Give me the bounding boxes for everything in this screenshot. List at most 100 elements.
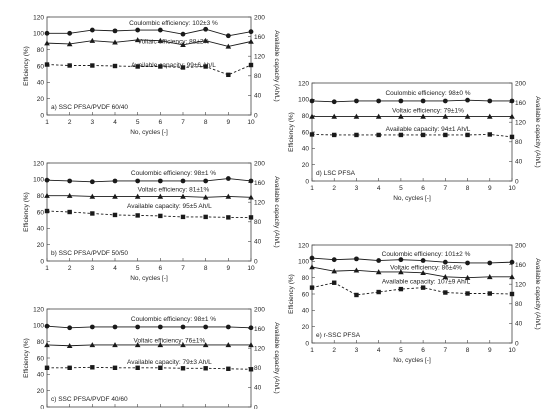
data-point-square: [180, 65, 186, 70]
data-point-square: [376, 289, 381, 295]
data-point-triangle: [509, 113, 515, 119]
panel-label: d) LSC PFSA: [316, 170, 356, 177]
data-point-circle: [442, 98, 448, 104]
x-tick-label: 8: [466, 185, 470, 192]
data-point-triangle: [248, 38, 254, 44]
y-tick-label: 0: [40, 404, 44, 409]
data-point-square: [309, 132, 315, 137]
panel-label: e) r-SSC PFSA: [316, 332, 361, 339]
x-tick-label: 4: [377, 185, 381, 192]
y2-tick-label: 200: [515, 80, 526, 87]
data-point-circle: [203, 26, 209, 32]
data-point-circle: [67, 30, 73, 36]
x-axis-label: No, cycles [-]: [393, 195, 431, 202]
data-point-square: [67, 63, 72, 68]
data-point-square: [90, 365, 95, 370]
data-point-triangle: [112, 39, 118, 45]
y-axis-label: Efficiency (%): [288, 274, 295, 314]
x-tick-label: 4: [113, 119, 117, 126]
y2-tick-label: 40: [254, 93, 262, 100]
y-tick-label: 20: [37, 388, 45, 395]
series-line: [47, 195, 252, 198]
x-tick-label: 3: [355, 185, 359, 192]
data-point-triangle: [112, 342, 118, 348]
y2-tick-label: 120: [254, 346, 265, 353]
y-axis-label: Efficiency (%): [288, 112, 295, 152]
x-tick-label: 2: [332, 185, 336, 192]
y-axis-label: Efficiency (%): [23, 338, 30, 378]
series-line: [311, 282, 513, 296]
x-tick-label: 9: [488, 185, 492, 192]
data-point-circle: [354, 256, 359, 262]
data-point-square: [332, 132, 337, 138]
data-point-triangle: [309, 113, 315, 119]
data-point-circle: [112, 178, 118, 184]
data-point-circle: [157, 324, 163, 330]
data-point-circle: [442, 259, 448, 265]
y2-tick-label: 120: [254, 54, 265, 61]
data-point-triangle: [398, 113, 404, 119]
y2-tick-label: 200: [254, 14, 265, 21]
x-axis-label: No, cycles [-]: [130, 275, 168, 282]
data-point-circle: [331, 257, 337, 263]
y-axis-label: Efficiency (%): [23, 192, 30, 232]
data-point-triangle: [44, 40, 50, 46]
data-point-square: [90, 211, 95, 216]
chart-panel-4: 0 20 40 60 80 100 120 0 40 80 120 160 200 1 2 3 4 5 6 7 8 9 10…: [288, 80, 541, 202]
y2-tick-label: 120: [254, 200, 265, 207]
x-tick-label: 8: [204, 265, 208, 272]
y2-tick-label: 160: [254, 180, 265, 187]
y-tick-label: 100: [33, 31, 44, 38]
chart-panel-2: 0 20 40 60 80 100 120 0 40 80 120 160 200 1 2 3 4 5 6 7 8 9 10…: [23, 160, 280, 282]
data-point-circle: [89, 179, 95, 185]
series-annotation: Available capacity: 95±5 Ah/L: [127, 203, 212, 210]
y-tick-label: 120: [33, 160, 44, 167]
data-point-square: [67, 365, 72, 370]
data-point-triangle: [442, 113, 449, 119]
y2-tick-label: 200: [515, 242, 526, 249]
y-tick-label: 80: [37, 47, 45, 54]
x-tick-label: 3: [355, 347, 359, 354]
data-point-square: [248, 215, 254, 220]
data-point-triangle: [509, 274, 515, 280]
data-point-square: [465, 132, 470, 138]
data-point-square: [112, 365, 118, 370]
data-point-square: [354, 292, 359, 298]
panel-label: b) SSC PFSA/PVDF 50/50: [51, 250, 128, 257]
y-tick-label: 0: [305, 340, 309, 347]
data-point-square: [420, 285, 426, 290]
data-point-square: [158, 64, 163, 69]
data-point-square: [309, 285, 315, 290]
x-tick-label: 1: [310, 185, 314, 192]
y2-tick-label: 80: [254, 365, 262, 372]
data-point-triangle: [353, 267, 360, 273]
data-point-square: [158, 213, 163, 219]
y-tick-label: 20: [302, 324, 310, 331]
y-tick-label: 120: [298, 80, 309, 87]
series-annotation: Coulombic efficiency: 102±3 %: [129, 20, 218, 27]
x-tick-label: 6: [159, 265, 163, 272]
x-tick-label: 10: [247, 265, 255, 272]
x-tick-label: 10: [508, 347, 516, 354]
y-tick-label: 100: [33, 323, 44, 330]
data-point-circle: [203, 324, 209, 330]
data-point-triangle: [112, 193, 118, 199]
y2-tick-label: 200: [254, 160, 265, 167]
x-axis-label: No, cycles [-]: [130, 129, 168, 136]
data-point-square: [180, 366, 186, 371]
data-point-square: [248, 62, 254, 68]
data-point-circle: [509, 259, 515, 265]
data-point-triangle: [89, 37, 96, 43]
x-tick-label: 1: [45, 265, 49, 272]
data-point-square: [226, 366, 231, 371]
data-point-triangle: [157, 37, 164, 43]
y-tick-label: 60: [37, 355, 45, 362]
data-point-circle: [112, 28, 118, 34]
y-tick-label: 40: [302, 146, 310, 153]
data-point-square: [465, 291, 470, 296]
data-point-circle: [248, 178, 254, 184]
data-point-circle: [398, 257, 404, 263]
data-point-triangle: [353, 113, 360, 119]
data-point-circle: [225, 324, 231, 330]
